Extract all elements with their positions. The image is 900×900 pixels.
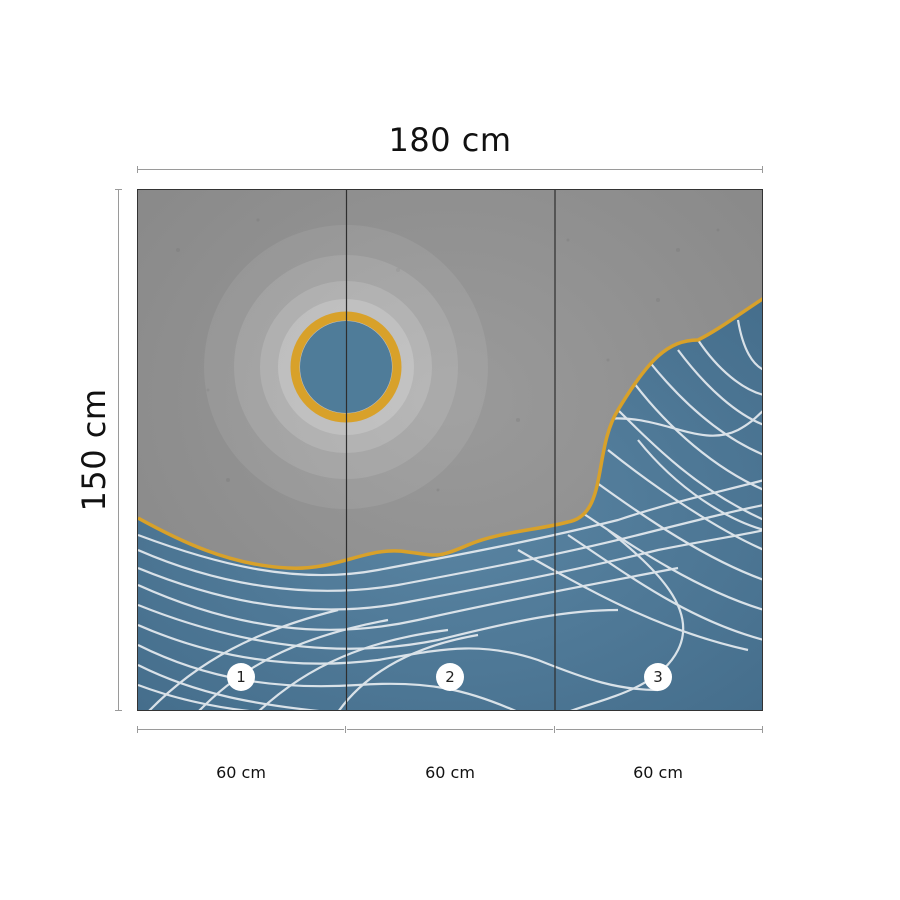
bottom-tick-3	[554, 726, 555, 733]
bottom-dimension-line-3	[556, 729, 763, 730]
total-width-label: 180 cm	[388, 121, 512, 159]
panel-number-badge-3: 3	[644, 663, 672, 691]
bottom-tick-1	[137, 726, 138, 733]
top-dimension-line	[137, 169, 763, 170]
gold-horizon-line	[138, 297, 762, 570]
top-dimension-tick-left	[137, 166, 138, 173]
total-height-label: 150 cm	[75, 388, 113, 512]
bottom-dimension-line-2	[347, 729, 553, 730]
panel-width-label-1: 60 cm	[216, 763, 266, 782]
left-dimension-tick-top	[115, 189, 122, 190]
bottom-tick-2	[345, 726, 346, 733]
wave-lines	[138, 319, 762, 710]
left-dimension-tick-bottom	[115, 710, 122, 711]
panel-width-label-2: 60 cm	[425, 763, 475, 782]
bottom-tick-4	[762, 726, 763, 733]
wall-mural-preview	[137, 189, 763, 711]
panel-width-label-3: 60 cm	[633, 763, 683, 782]
bottom-dimension-line-1	[137, 729, 344, 730]
left-dimension-line	[118, 189, 119, 711]
panel-number-badge-1: 1	[227, 663, 255, 691]
top-dimension-tick-right	[762, 166, 763, 173]
panel-number-badge-2: 2	[436, 663, 464, 691]
